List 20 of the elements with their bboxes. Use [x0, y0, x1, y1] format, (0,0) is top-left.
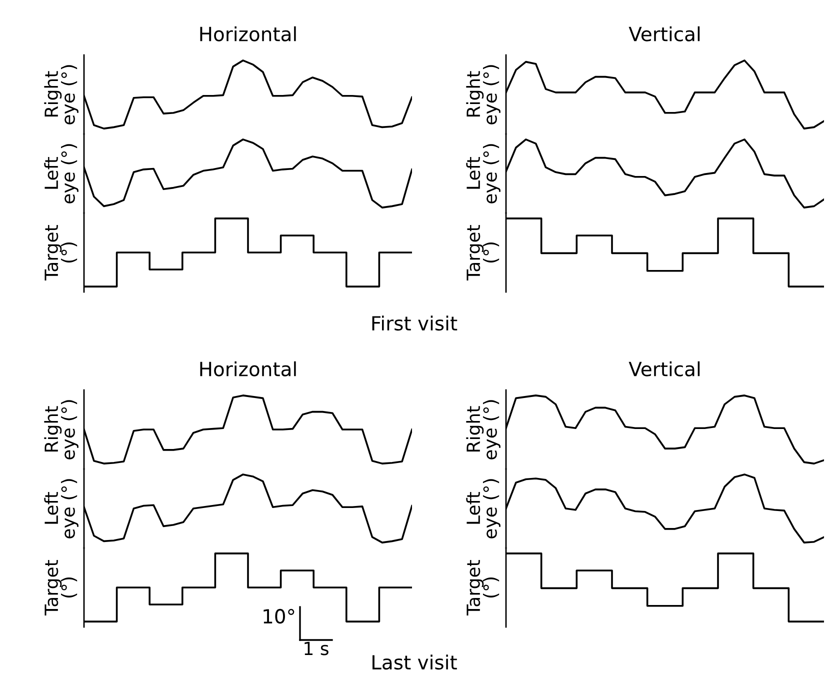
- y-axis-title: Right eye (°): [44, 400, 78, 460]
- y-axis-title: Target (°): [466, 560, 500, 616]
- y-axis-title: Left eye (°): [466, 479, 500, 538]
- y-axis-title: Right eye (°): [466, 400, 500, 460]
- chart-title: Horizontal: [200, 26, 296, 42]
- text: First visit: [372, 316, 458, 331]
- text: 1 s: [304, 642, 328, 656]
- text: Last visit: [372, 654, 457, 670]
- y-axis-title: Left eye (°): [466, 144, 500, 204]
- y-axis-title: Target (°): [466, 225, 500, 280]
- y-axis-title: Left eye (°): [44, 479, 78, 538]
- chart-title: Horizontal: [200, 361, 296, 376]
- y-axis-title: Target (°): [44, 225, 78, 280]
- y-axis-title: Left eye (°): [44, 144, 78, 204]
- y-axis-title: Right eye (°): [466, 65, 500, 124]
- y-axis-title: Right eye (°): [44, 65, 78, 124]
- chart-title: Vertical: [628, 361, 700, 376]
- annotation: 10°: [264, 608, 294, 624]
- y-axis-title: Target (°): [44, 560, 78, 616]
- chart-title: Vertical: [628, 26, 700, 42]
